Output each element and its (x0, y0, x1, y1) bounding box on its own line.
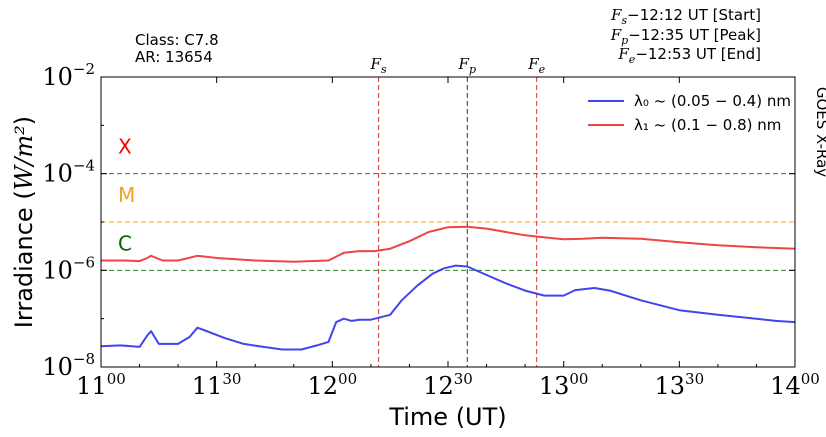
flare-end-text: Fe−12:53 UT [End] (617, 45, 761, 66)
class-label-x: X (118, 135, 132, 159)
active-region-text: AR: 13654 (135, 48, 213, 66)
y-tick-label: 10−8 (42, 350, 95, 381)
x-tick-label-1300: 1300 (539, 370, 589, 400)
marker-label-fs: Fs (370, 55, 387, 76)
x-tick-label-1330: 1330 (655, 370, 705, 400)
x-tick-label-1200: 1200 (308, 370, 358, 400)
class-threshold-lines: XMC (101, 135, 795, 271)
goes-xray-side-label: GOES X-Ray (813, 87, 826, 177)
flare-class-text: Class: C7.8 (135, 31, 219, 49)
series-line-1 (101, 225, 796, 263)
legend: λ₀ ~ (0.05 − 0.4) nm λ₁ ~ (0.1 − 0.8) nm (588, 92, 791, 134)
x-tick-label-1230: 1230 (423, 370, 473, 400)
x-tick-label-1100: 1100 (76, 370, 126, 400)
flare-time-markers: Fs Fp Fe (370, 55, 546, 367)
marker-label-fp: Fp (458, 55, 476, 76)
series-line-0 (100, 264, 796, 351)
y-axis-title: Irradiance (W/m²) (10, 116, 38, 328)
legend-label-lambda0: λ₀ ~ (0.05 − 0.4) nm (634, 92, 791, 110)
x-tick-label-1130: 1130 (192, 370, 242, 400)
y-tick-label: 10−2 (42, 60, 95, 91)
class-label-m: M (118, 183, 135, 207)
marker-label-fe: Fe (527, 55, 545, 76)
flare-start-text: Fs−12:12 UT [Start] (610, 6, 761, 27)
x-axis-title: Time (UT) (388, 403, 506, 431)
class-label-c: C (118, 231, 132, 255)
y-tick-label: 10−6 (42, 253, 95, 284)
x-tick-label-1400: 1400 (770, 370, 820, 400)
series-lines (100, 225, 796, 351)
tick-labels: 1100 1130 1200 1230 1300 1330 1400 10−8 10−6 10−4… (42, 60, 819, 400)
flare-peak-text: Fp−12:35 UT [Peak] (610, 26, 761, 47)
legend-label-lambda1: λ₁ ~ (0.1 − 0.8) nm (634, 116, 781, 134)
y-tick-label: 10−4 (42, 157, 95, 188)
